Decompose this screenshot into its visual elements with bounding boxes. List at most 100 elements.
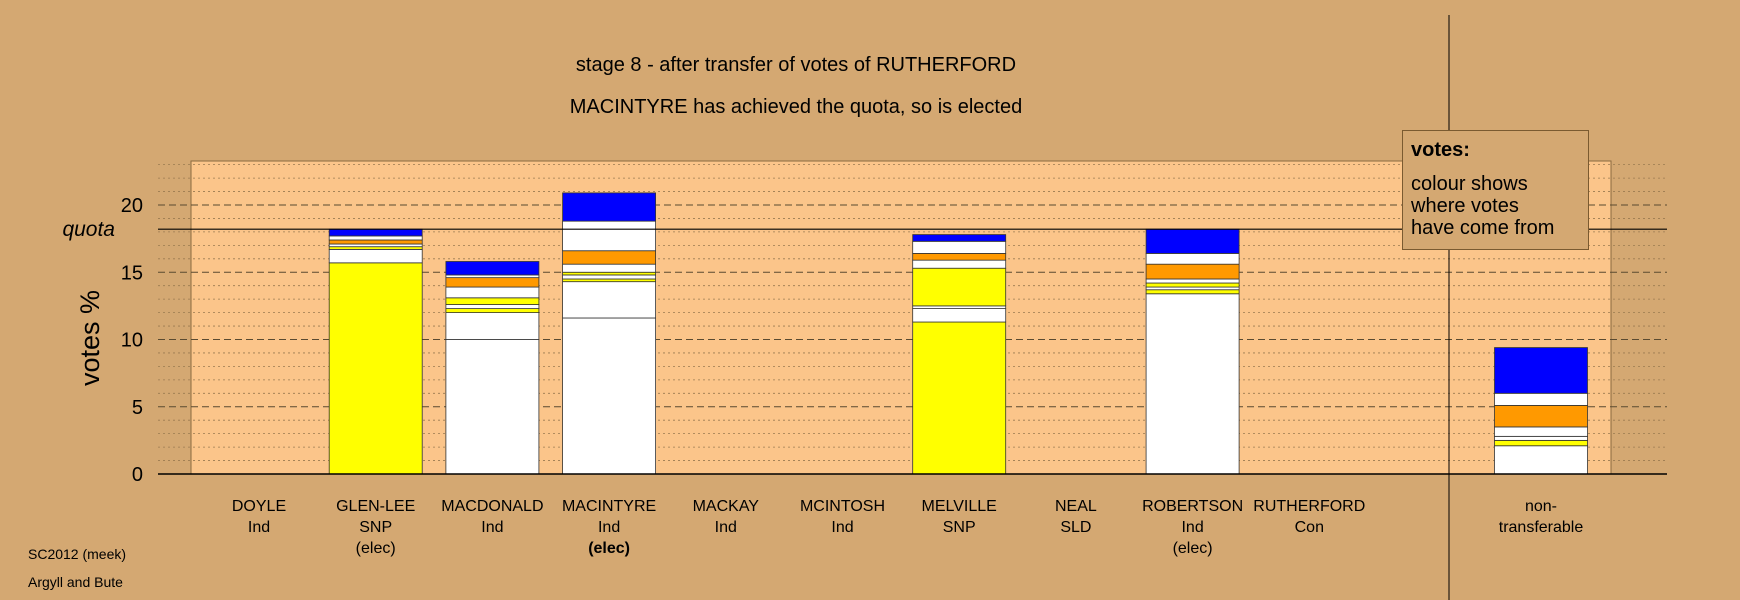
bar-robertson-segment bbox=[1145, 278, 1240, 284]
candidate-label-mackay-line: MACKAY bbox=[692, 498, 759, 515]
candidate-label-glen-lee-line: (elec) bbox=[355, 540, 396, 557]
bar-robertson-segment bbox=[1145, 263, 1240, 280]
plot-area bbox=[190, 160, 1612, 475]
candidate-label-robertson-line: (elec) bbox=[1172, 540, 1213, 557]
candidate-label-doyle-line: Ind bbox=[247, 519, 271, 536]
bar-macdonald-segment bbox=[445, 261, 540, 276]
bar-melville-segment bbox=[912, 253, 1007, 261]
bar-macdonald-segment bbox=[445, 308, 540, 314]
nontransferable-label: non-transferable bbox=[1476, 496, 1606, 538]
candidate-label-melville-line: SNP bbox=[942, 519, 976, 536]
candidate-label-macdonald-line: Ind bbox=[481, 519, 504, 536]
candidate-label-mackay-line: Ind bbox=[714, 519, 737, 536]
candidate-label-neal: NEAL SLD bbox=[1011, 496, 1141, 538]
candidate-label-macintyre-line: Ind bbox=[597, 519, 621, 536]
bar-glen-lee-segment bbox=[328, 248, 423, 264]
legend-heading: votes: bbox=[1411, 139, 1470, 161]
chart-title: stage 8 - after transfer of votes of RUT… bbox=[575, 54, 1017, 76]
candidate-label-neal-line: SLD bbox=[1060, 519, 1092, 536]
bar-macintyre-segment bbox=[562, 192, 656, 222]
bar-glen-lee-segment bbox=[328, 262, 423, 475]
bar-robertson-segment bbox=[1145, 289, 1240, 295]
legend-line-1: colour shows bbox=[1411, 173, 1528, 195]
bar-macdonald-segment bbox=[445, 274, 540, 279]
candidate-label-glen-lee-line: SNP bbox=[359, 519, 393, 536]
candidate-label-macdonald-line: MACDONALD bbox=[441, 498, 544, 515]
candidate-label-rutherford-line: Con bbox=[1294, 519, 1324, 536]
bar-glen-lee-segment bbox=[328, 239, 423, 245]
y-tick-label: 20 bbox=[121, 195, 143, 217]
bar-glen-lee-segment bbox=[328, 243, 423, 248]
candidate-label-rutherford-line: RUTHERFORD bbox=[1253, 498, 1366, 515]
bar-macintyre-segment bbox=[562, 274, 656, 280]
bar-nontransferable-segment bbox=[1494, 392, 1588, 406]
y-tick-labels: 0 5 10 15 20 bbox=[121, 195, 143, 486]
bar-macintyre-segment bbox=[562, 278, 656, 283]
bar-macintyre-segment bbox=[562, 271, 656, 276]
candidate-label-mcintosh-line: MCINTOSH bbox=[799, 498, 886, 515]
legend-line-2: where votes bbox=[1411, 195, 1519, 217]
nontransferable-label-line: transferable bbox=[1498, 519, 1584, 536]
bar-melville-segment bbox=[912, 308, 1007, 323]
candidate-label-mcintosh-line: Ind bbox=[831, 519, 854, 536]
candidate-label-mcintosh: MCINTOSH Ind bbox=[778, 496, 908, 538]
bar-robertson-segment bbox=[1145, 253, 1240, 265]
y-tick-label: 10 bbox=[121, 330, 143, 352]
bar-melville-segment bbox=[912, 267, 1007, 307]
y-tick-label: 5 bbox=[132, 397, 143, 419]
bar-melville-segment bbox=[912, 240, 1007, 254]
candidate-label-glen-lee: GLEN-LEE SNP (elec) bbox=[311, 496, 441, 559]
bar-nontransferable-segment bbox=[1494, 347, 1588, 394]
bar-macdonald-segment bbox=[445, 286, 540, 299]
bar-robertson-segment bbox=[1145, 282, 1240, 288]
candidate-label-glen-lee-line: GLEN-LEE bbox=[336, 498, 416, 515]
candidate-label-macintyre: MACINTYRE Ind (elec) bbox=[544, 496, 674, 559]
footer-method: SC2012 (meek) bbox=[28, 546, 127, 562]
bar-melville-segment bbox=[912, 234, 1007, 242]
quota-label: quota bbox=[62, 218, 115, 241]
candidate-label-robertson-line: Ind bbox=[1181, 519, 1204, 536]
legend: votes: colour shows where votes have com… bbox=[1402, 130, 1589, 250]
bar-nontransferable-segment bbox=[1494, 435, 1588, 441]
bar-macintyre-segment bbox=[562, 281, 656, 319]
candidate-label-mackay: MACKAY Ind bbox=[661, 496, 791, 538]
bar-glen-lee-segment bbox=[328, 228, 423, 237]
bar-nontransferable-segment bbox=[1494, 426, 1588, 437]
legend-line-3: have come from bbox=[1411, 217, 1555, 239]
bar-macintyre-segment bbox=[562, 250, 656, 265]
bar-melville-segment bbox=[912, 259, 1007, 269]
bar-macdonald-segment bbox=[445, 312, 540, 340]
candidate-label-macdonald: MACDONALD Ind bbox=[427, 496, 557, 538]
bar-robertson-segment bbox=[1145, 293, 1240, 475]
bar-melville-segment bbox=[912, 305, 1007, 309]
chart-subtitle: MACINTYRE has achieved the quota, so is … bbox=[569, 96, 1023, 118]
bar-nontransferable-segment bbox=[1494, 439, 1588, 447]
candidate-label-doyle: DOYLE Ind bbox=[194, 496, 324, 538]
footer-region: Argyll and Bute bbox=[28, 574, 123, 590]
bar-glen-lee-segment bbox=[328, 235, 423, 241]
candidate-label-melville-line: MELVILLE bbox=[921, 498, 997, 515]
bar-nontransferable-segment bbox=[1494, 405, 1588, 428]
candidate-label-robertson-line: ROBERTSON bbox=[1142, 498, 1244, 515]
candidate-label-robertson: ROBERTSON Ind (elec) bbox=[1128, 496, 1258, 559]
candidate-label-neal-line: NEAL bbox=[1054, 498, 1097, 515]
candidate-label-rutherford: RUTHERFORD Con bbox=[1244, 496, 1374, 538]
bar-robertson-segment bbox=[1145, 228, 1240, 254]
bar-macdonald-segment bbox=[445, 304, 540, 309]
y-axis-label: votes % bbox=[75, 290, 105, 386]
bar-macdonald-segment bbox=[445, 277, 540, 288]
bar-melville-segment bbox=[912, 321, 1007, 475]
bars bbox=[328, 192, 1588, 475]
y-tick-label: 15 bbox=[121, 262, 143, 284]
y-tick-label: 0 bbox=[132, 464, 143, 486]
bar-macintyre-segment bbox=[562, 317, 656, 475]
bar-glen-lee-segment bbox=[328, 246, 423, 250]
candidate-label-macintyre-line: MACINTYRE bbox=[561, 498, 657, 515]
bar-robertson-segment bbox=[1145, 286, 1240, 291]
nontransferable-label-line: non- bbox=[1524, 498, 1558, 515]
bar-macdonald-segment bbox=[445, 339, 540, 475]
candidate-label-melville: MELVILLE SNP bbox=[894, 496, 1024, 538]
bar-nontransferable-segment bbox=[1494, 445, 1588, 475]
bar-macintyre-segment bbox=[562, 263, 656, 273]
